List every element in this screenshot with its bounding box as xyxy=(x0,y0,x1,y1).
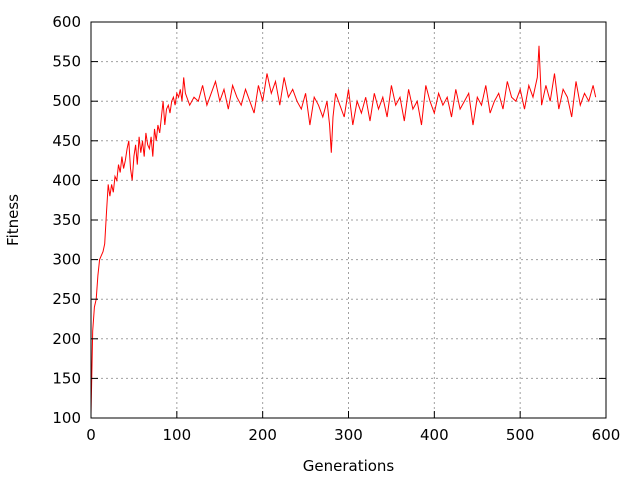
x-tick-label: 500 xyxy=(506,426,535,444)
y-tick-label: 450 xyxy=(52,132,81,150)
x-axis-label: Generations xyxy=(303,457,395,475)
y-tick-label: 600 xyxy=(52,13,81,31)
y-tick-label: 150 xyxy=(52,369,81,387)
y-tick-label: 100 xyxy=(52,409,81,427)
x-tick-labels: 0 100 200 300 400 500 600 xyxy=(86,426,620,444)
x-tick-label: 600 xyxy=(592,426,621,444)
y-tick-label: 300 xyxy=(52,251,81,269)
x-tick-label: 100 xyxy=(163,426,192,444)
y-tick-label: 350 xyxy=(52,211,81,229)
y-axis-label: Fitness xyxy=(4,194,22,246)
series-layer xyxy=(90,45,597,415)
y-tick-label: 200 xyxy=(52,330,81,348)
x-tick-label: 400 xyxy=(420,426,449,444)
x-tick-label: 0 xyxy=(86,426,96,444)
y-tick-label: 400 xyxy=(52,171,81,189)
grid-lines xyxy=(91,22,606,418)
tick-marks xyxy=(90,21,607,419)
x-tick-label: 200 xyxy=(248,426,277,444)
y-tick-label: 250 xyxy=(52,290,81,308)
y-tick-labels: 100 150 200 250 300 350 400 450 500 550 600 xyxy=(52,13,81,427)
x-tick-label: 300 xyxy=(334,426,363,444)
y-tick-label: 500 xyxy=(52,92,81,110)
y-tick-label: 550 xyxy=(52,53,81,71)
fitness-series-line xyxy=(90,45,597,415)
